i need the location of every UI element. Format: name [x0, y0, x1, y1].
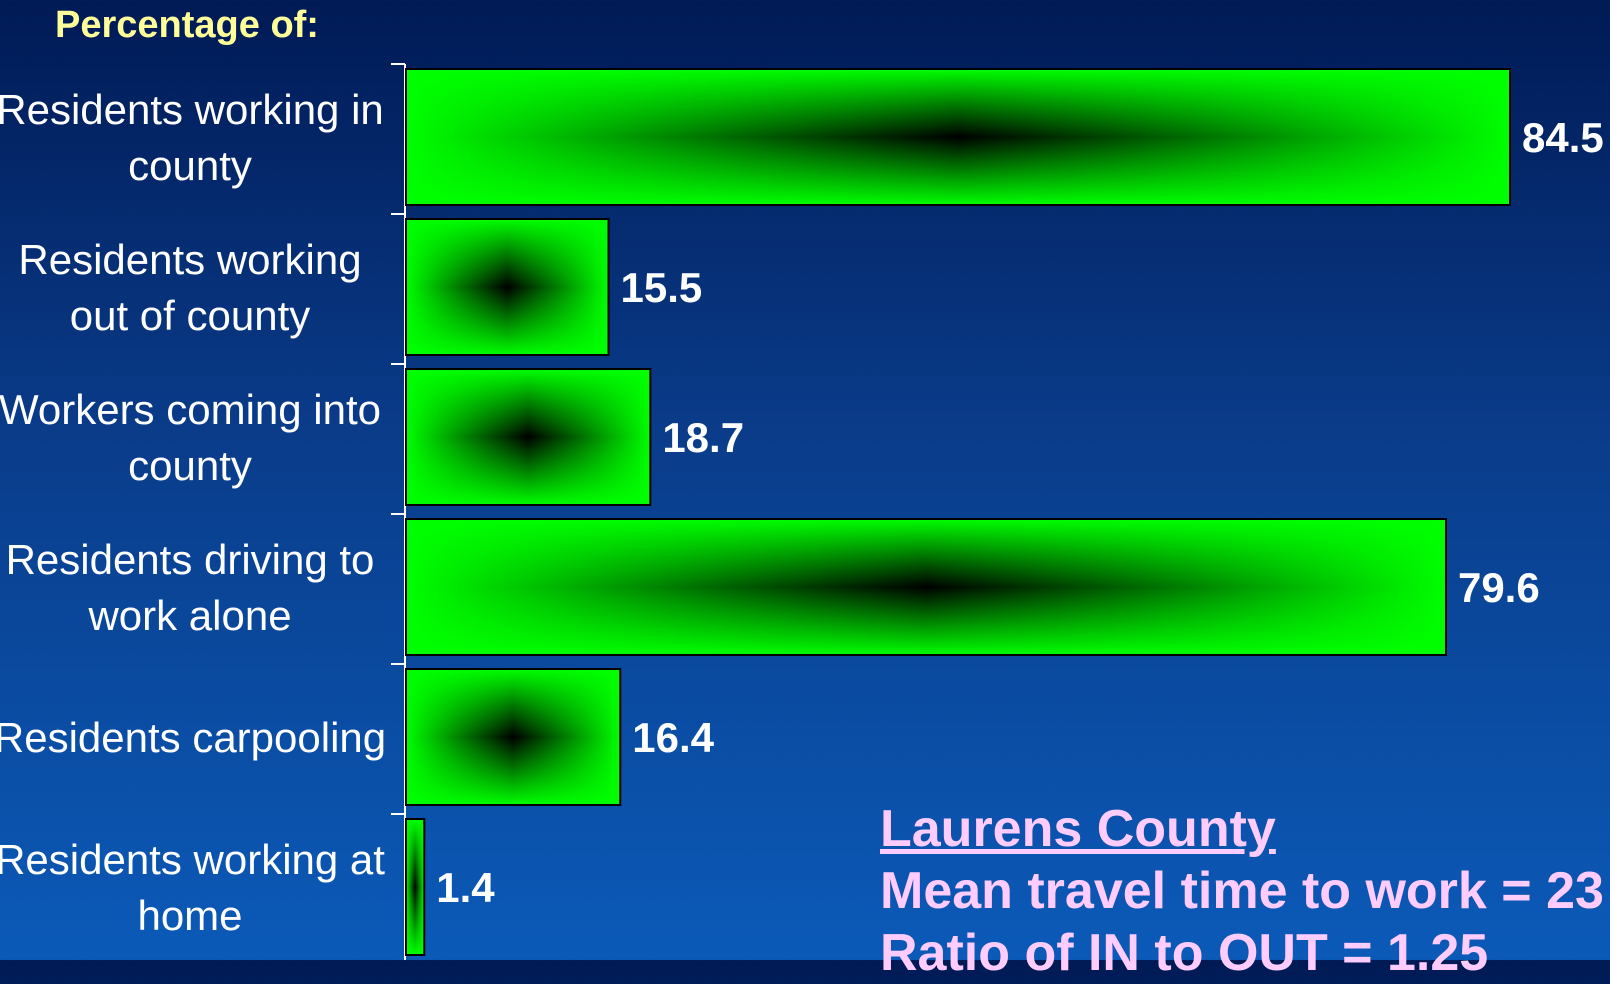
info-block: Laurens County Mean travel time to work …	[880, 798, 1604, 984]
value-label: 79.6	[1458, 564, 1540, 611]
in-out-ratio: Ratio of IN to OUT = 1.25	[880, 924, 1489, 982]
bar	[405, 518, 1447, 656]
category-label: Residents working out of county	[18, 236, 361, 339]
value-label: 1.4	[436, 864, 495, 911]
chart-title: Percentage of:	[55, 4, 319, 46]
category-label: Residents driving to work alone	[6, 536, 375, 639]
category-label: Residents working in county	[0, 86, 384, 189]
value-label: 18.7	[662, 414, 744, 461]
bar	[405, 368, 652, 506]
category-label: Residents carpooling	[0, 714, 386, 761]
value-label: 84.5	[1522, 114, 1604, 161]
bar	[405, 818, 426, 956]
category-label: Workers coming into county	[0, 386, 381, 489]
value-label: 16.4	[632, 714, 714, 761]
bar	[405, 668, 622, 806]
bar	[405, 218, 610, 356]
bar-chart: 84.5 Residents working in county 15.5 Reside…	[0, 68, 1604, 956]
mean-travel-time: Mean travel time to work = 23	[880, 862, 1604, 920]
category-label: Residents working at home	[0, 836, 385, 939]
county-name: Laurens County	[880, 800, 1276, 858]
value-label: 15.5	[621, 264, 703, 311]
bar	[405, 68, 1511, 206]
